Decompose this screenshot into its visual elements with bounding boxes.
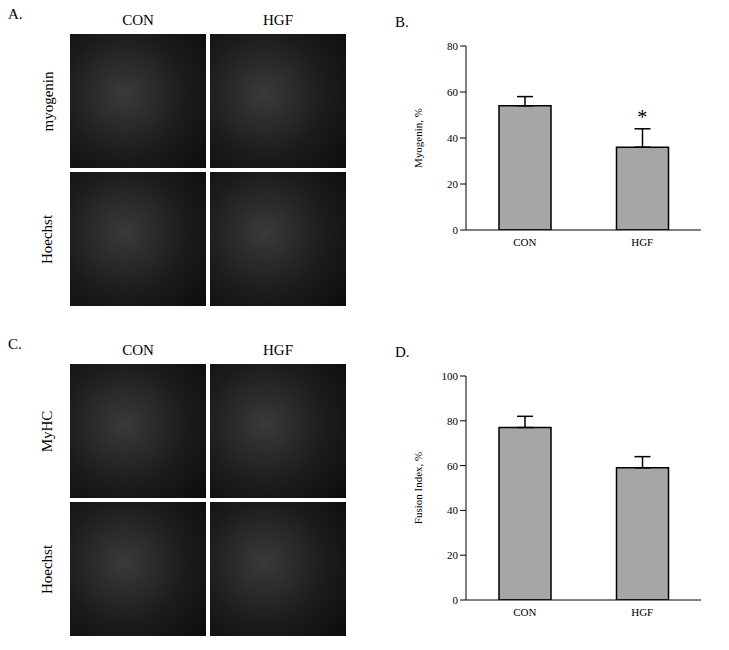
svg-text:60: 60 — [447, 86, 459, 98]
html-text:HGF: HGF — [263, 342, 293, 358]
svg-text:40: 40 — [447, 504, 459, 516]
html-text:B.: B. — [395, 14, 409, 30]
svg-text:*: * — [637, 106, 647, 128]
html-text:HGF: HGF — [263, 12, 293, 28]
html-text:Hoechst: Hoechst — [39, 214, 56, 264]
svg-text:20: 20 — [447, 549, 459, 561]
svg-text:HGF: HGF — [631, 236, 653, 248]
svg-text:60: 60 — [447, 460, 459, 472]
svg-text:CON: CON — [513, 606, 536, 618]
html-text:D.: D. — [395, 344, 410, 360]
svg-text:20: 20 — [447, 178, 459, 190]
html-text:CON: CON — [122, 342, 154, 358]
html-text:A.: A. — [8, 6, 23, 22]
svg-text:CON: CON — [513, 236, 536, 248]
svg-text:HGF: HGF — [631, 606, 653, 618]
svg-text:100: 100 — [442, 370, 459, 382]
html-text:C.: C. — [8, 336, 22, 352]
html-text:myogenin: myogenin — [39, 71, 56, 131]
html-text:CON: CON — [122, 12, 154, 28]
svg-text:Myogenin, %: Myogenin, % — [412, 108, 424, 168]
svg-text:80: 80 — [447, 415, 459, 427]
html-text:MyHC: MyHC — [39, 410, 56, 452]
svg-text:Fusion Index, %: Fusion Index, % — [412, 452, 424, 524]
svg-text:0: 0 — [453, 594, 459, 606]
html-text:Hoechst: Hoechst — [39, 544, 56, 594]
svg-text:40: 40 — [447, 132, 459, 144]
svg-text:0: 0 — [453, 224, 459, 236]
svg-text:80: 80 — [447, 40, 459, 52]
